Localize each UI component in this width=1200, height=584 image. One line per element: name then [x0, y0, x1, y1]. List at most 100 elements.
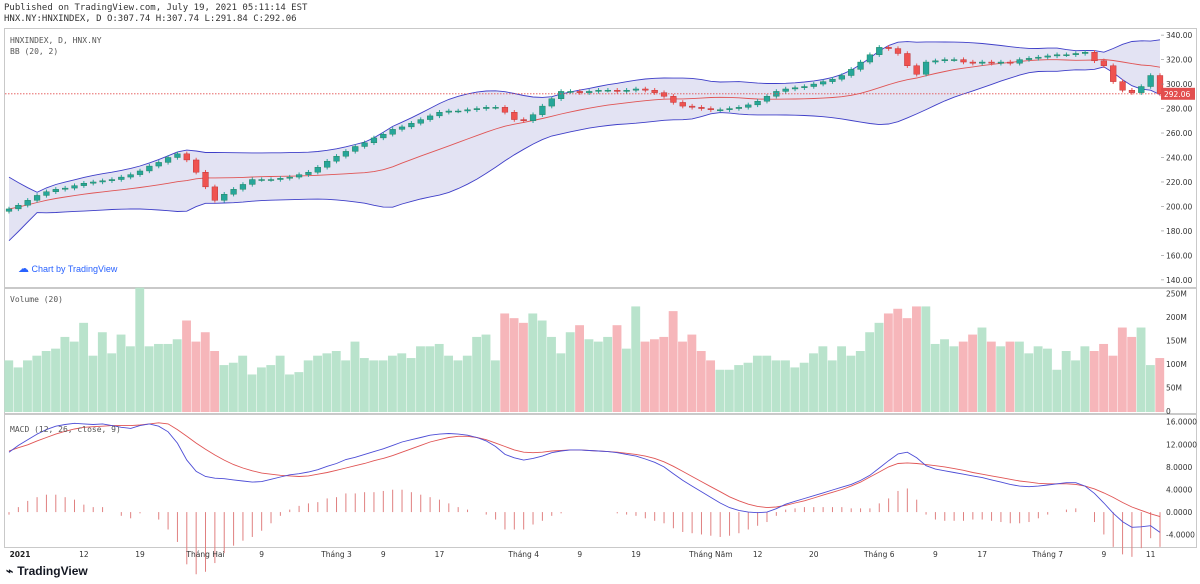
volume-bar [678, 341, 687, 412]
candle-body [483, 107, 490, 109]
candle-body [1091, 52, 1098, 62]
volume-bar [1136, 327, 1146, 412]
volume-bar [883, 313, 893, 412]
candle-body [829, 78, 836, 82]
volume-bar [500, 313, 510, 412]
volume-bar [4, 360, 14, 412]
volume-bar [827, 360, 837, 412]
price-tick-label: 280.00 [1166, 105, 1192, 114]
candle-body [913, 65, 920, 75]
volume-bar [182, 320, 191, 412]
volume-bar [285, 374, 294, 412]
x-axis-label: 9 [933, 550, 938, 559]
volume-bar [1005, 341, 1015, 412]
volume-bar [621, 348, 631, 412]
candle-body [127, 174, 134, 178]
candle-body [1147, 75, 1154, 87]
volume-bar [331, 351, 341, 412]
published-line: Published on TradingView.com, July 19, 2… [4, 3, 308, 13]
candle-body [941, 59, 948, 62]
candle-body [689, 105, 696, 108]
x-axis-label: 12 [753, 550, 763, 559]
volume-bar [855, 351, 865, 412]
volume-tick-label: 150M [1166, 337, 1187, 346]
candle-body [80, 182, 87, 186]
candle-body [295, 174, 303, 178]
volume-bar [135, 287, 145, 412]
x-axis-label: 9 [259, 550, 264, 559]
candle-body [99, 180, 106, 183]
volume-bar [921, 306, 931, 412]
candle-body [698, 107, 705, 109]
candle-body [838, 75, 845, 80]
candle-body [202, 171, 209, 188]
candle-body [398, 126, 406, 130]
price-tick-label: 300.00 [1166, 80, 1192, 89]
x-axis-label: 2021 [10, 550, 31, 559]
macd-tick-label: 8.0000 [1166, 463, 1192, 472]
candle-body [791, 87, 799, 90]
volume-bar [369, 360, 379, 412]
candle-body [277, 178, 284, 180]
volume-bar [659, 336, 669, 412]
x-axis-label: Tháng 4 [507, 550, 539, 559]
macd-signal-line [8, 422, 1161, 518]
price-tick-label: 220.00 [1166, 178, 1192, 187]
watermark[interactable]: ☁ Chart by TradingView [18, 262, 117, 275]
volume-bar [940, 339, 949, 412]
bb-legend: BB (20, 2) [10, 47, 59, 56]
candle-body [314, 167, 321, 173]
candle-body [1082, 52, 1089, 54]
macd-tick-label: -4.0000 [1166, 531, 1195, 540]
volume-bar [210, 351, 220, 412]
x-axis-label: Tháng 3 [320, 550, 352, 559]
candle-body [230, 189, 237, 195]
candle-body [904, 53, 911, 66]
volume-bar [397, 353, 407, 412]
candle-body [717, 109, 724, 111]
candle-body [324, 160, 331, 168]
volume-bar [865, 332, 875, 412]
candle-body [249, 179, 256, 185]
last-price-tag [1161, 87, 1195, 100]
volume-bar [453, 360, 463, 412]
price-tick-label: 140.00 [1166, 276, 1192, 285]
volume-bar [79, 322, 89, 412]
candle-body [932, 60, 939, 63]
candle-body [539, 105, 546, 115]
volume-bar [32, 355, 42, 412]
volume-bar [631, 306, 641, 412]
price-tick-label: 240.00 [1166, 154, 1192, 163]
volume-bar [481, 334, 491, 412]
candle-body [782, 88, 789, 92]
volume-bar [706, 360, 716, 412]
candle-body [801, 86, 808, 88]
candle-body [501, 107, 509, 113]
volume-bar [640, 341, 650, 412]
candle-body [473, 108, 480, 110]
volume-bar [172, 339, 182, 412]
volume-bar [359, 358, 369, 412]
candle-body [436, 112, 443, 117]
volume-bar [537, 320, 547, 412]
volume-bar [1127, 336, 1137, 412]
volume-bar [294, 372, 304, 412]
x-axis-label: 11 [1146, 550, 1156, 559]
symbol-legend: HNXINDEX, D, HNX.NY [10, 36, 102, 45]
volume-bar [752, 355, 762, 412]
candle-body [1025, 58, 1033, 60]
volume-bar [958, 341, 968, 412]
volume-bar [350, 341, 360, 412]
candle-body [969, 61, 976, 64]
candle-body [389, 129, 396, 135]
volume-bar [116, 334, 126, 412]
volume-bar [472, 336, 482, 412]
x-axis-label: Tháng Hai [185, 550, 224, 559]
brand-logo[interactable]: ⌁ TradingView [6, 564, 88, 578]
volume-bar [556, 353, 566, 412]
volume-bar [1099, 343, 1109, 412]
volume-bar [1071, 360, 1080, 412]
candle-body [193, 159, 200, 173]
candle-body [651, 89, 658, 93]
